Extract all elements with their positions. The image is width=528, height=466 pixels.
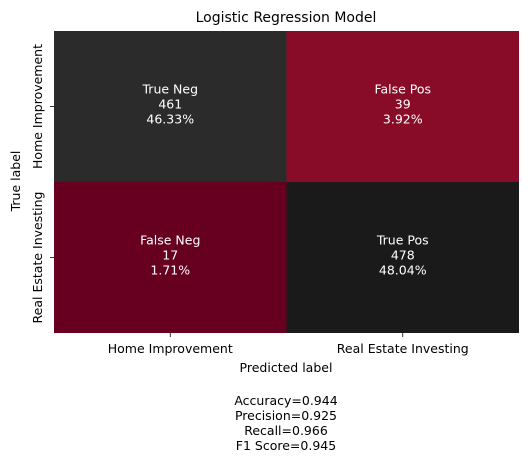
metric-line: Recall=0.966 [244,423,328,438]
heatmap-cell [54,182,287,333]
cell-label-percent: 48.04% [379,263,427,278]
y-tick-label: Home Improvement [30,44,45,169]
heatmap-cell [54,31,287,182]
cell-label-name: True Neg [142,82,199,97]
heatmap-cell [286,182,519,333]
x-axis-ticks: Home Improvement Real Estate Investing [108,333,469,356]
x-tick-label: Real Estate Investing [337,341,469,356]
chart-title: Logistic Regression Model [196,10,377,26]
x-tick-label: Home Improvement [108,341,233,356]
cell-label-count: 17 [162,248,178,263]
y-tick-label: Real Estate Investing [30,192,45,324]
metric-line: F1 Score=0.945 [236,438,336,453]
cell-label-name: False Neg [140,233,200,248]
cell-label-count: 478 [391,248,415,263]
cell-label-percent: 46.33% [146,112,194,127]
cell-label-percent: 3.92% [383,112,423,127]
metrics-summary: Accuracy=0.944Precision=0.925Recall=0.96… [234,393,337,453]
cell-label-name: False Pos [374,82,431,97]
cell-label-name: True Pos [376,233,429,248]
metric-line: Accuracy=0.944 [234,393,337,408]
metric-line: Precision=0.925 [235,408,337,423]
heatmap-cell [286,31,519,182]
y-axis-label: True label [8,151,23,213]
x-axis-label: Predicted label [240,360,333,375]
cell-label-count: 461 [158,97,182,112]
y-axis-ticks: Home Improvement Real Estate Investing [30,44,54,324]
cell-label-percent: 1.71% [150,263,190,278]
cell-label-count: 39 [395,97,411,112]
